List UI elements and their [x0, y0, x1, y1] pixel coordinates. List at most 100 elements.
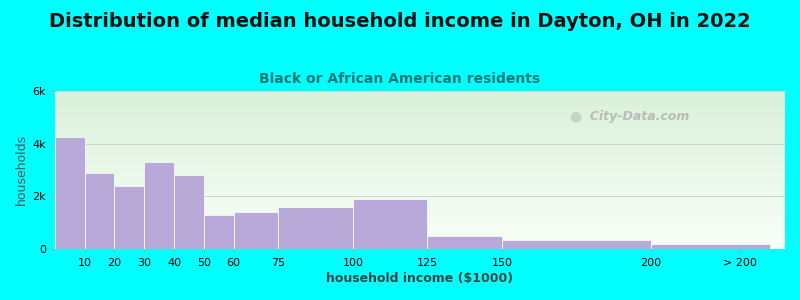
Bar: [55, 186, 785, 187]
Bar: [55, 244, 785, 246]
Bar: [55, 113, 785, 115]
Bar: [55, 202, 785, 203]
Bar: [55, 115, 785, 116]
Bar: [55, 182, 785, 184]
Bar: [55, 142, 785, 143]
Bar: [55, 146, 785, 148]
Bar: [55, 206, 785, 208]
Bar: [55, 211, 785, 212]
Bar: [55, 151, 785, 152]
Bar: [55, 148, 785, 149]
Bar: [55, 107, 785, 108]
Bar: [651, 244, 770, 249]
Bar: [55, 105, 785, 107]
Bar: [55, 173, 785, 175]
Bar: [55, 175, 785, 176]
Bar: [55, 167, 785, 168]
Bar: [55, 217, 785, 219]
Bar: [55, 176, 785, 178]
Bar: [55, 96, 785, 97]
Bar: [55, 192, 785, 194]
Text: Black or African American residents: Black or African American residents: [259, 72, 541, 86]
Bar: [55, 102, 785, 104]
Bar: [55, 108, 785, 110]
Bar: [55, 209, 785, 211]
Bar: [55, 189, 785, 190]
Bar: [55, 135, 785, 137]
Bar: [55, 97, 785, 99]
Bar: [55, 145, 785, 146]
Bar: [55, 93, 785, 94]
Bar: [427, 236, 502, 249]
Bar: [55, 246, 785, 247]
Bar: [55, 224, 785, 225]
Bar: [55, 127, 785, 129]
Bar: [55, 208, 785, 209]
Bar: [55, 197, 785, 198]
Text: Distribution of median household income in Dayton, OH in 2022: Distribution of median household income …: [49, 12, 751, 31]
Bar: [55, 236, 785, 238]
Text: City-Data.com: City-Data.com: [581, 110, 689, 123]
Bar: [55, 190, 785, 192]
Bar: [55, 228, 785, 230]
Bar: [55, 119, 785, 121]
Bar: [55, 181, 785, 182]
Bar: [55, 198, 785, 200]
Bar: [55, 216, 785, 217]
Bar: [55, 235, 785, 236]
Bar: [55, 222, 785, 224]
Bar: [55, 124, 785, 126]
Bar: [55, 247, 785, 249]
Bar: [55, 121, 785, 123]
Bar: [55, 179, 785, 181]
Bar: [55, 239, 785, 241]
Bar: [204, 214, 234, 249]
Bar: [55, 137, 785, 138]
Bar: [353, 199, 427, 249]
Bar: [55, 231, 785, 233]
Y-axis label: households: households: [15, 134, 28, 206]
Bar: [55, 91, 785, 93]
Bar: [55, 194, 785, 195]
Bar: [55, 132, 785, 134]
Bar: [55, 159, 785, 160]
Bar: [55, 165, 785, 167]
Bar: [55, 238, 785, 239]
Bar: [55, 227, 785, 228]
Bar: [55, 94, 785, 96]
Text: ●: ●: [570, 109, 582, 123]
Bar: [55, 160, 785, 162]
Bar: [55, 219, 785, 220]
Bar: [55, 205, 785, 206]
Bar: [278, 207, 353, 249]
Bar: [55, 203, 785, 205]
Bar: [55, 164, 785, 165]
Bar: [55, 149, 785, 151]
Bar: [55, 156, 785, 157]
Bar: [55, 123, 785, 124]
Bar: [55, 184, 785, 186]
Bar: [234, 212, 278, 249]
Bar: [55, 116, 785, 118]
Bar: [55, 170, 785, 172]
Bar: [502, 240, 651, 249]
Bar: [55, 178, 785, 179]
Bar: [55, 172, 785, 173]
Bar: [55, 137, 85, 249]
Bar: [144, 162, 174, 249]
Bar: [55, 152, 785, 154]
Bar: [85, 172, 114, 249]
Bar: [55, 110, 785, 112]
Bar: [55, 241, 785, 242]
Bar: [55, 168, 785, 170]
Bar: [55, 129, 785, 130]
Bar: [55, 140, 785, 142]
Bar: [55, 157, 785, 159]
Bar: [55, 154, 785, 156]
Bar: [55, 225, 785, 227]
Bar: [55, 187, 785, 189]
Bar: [55, 214, 785, 216]
Bar: [55, 138, 785, 140]
Bar: [55, 130, 785, 132]
Bar: [55, 143, 785, 145]
